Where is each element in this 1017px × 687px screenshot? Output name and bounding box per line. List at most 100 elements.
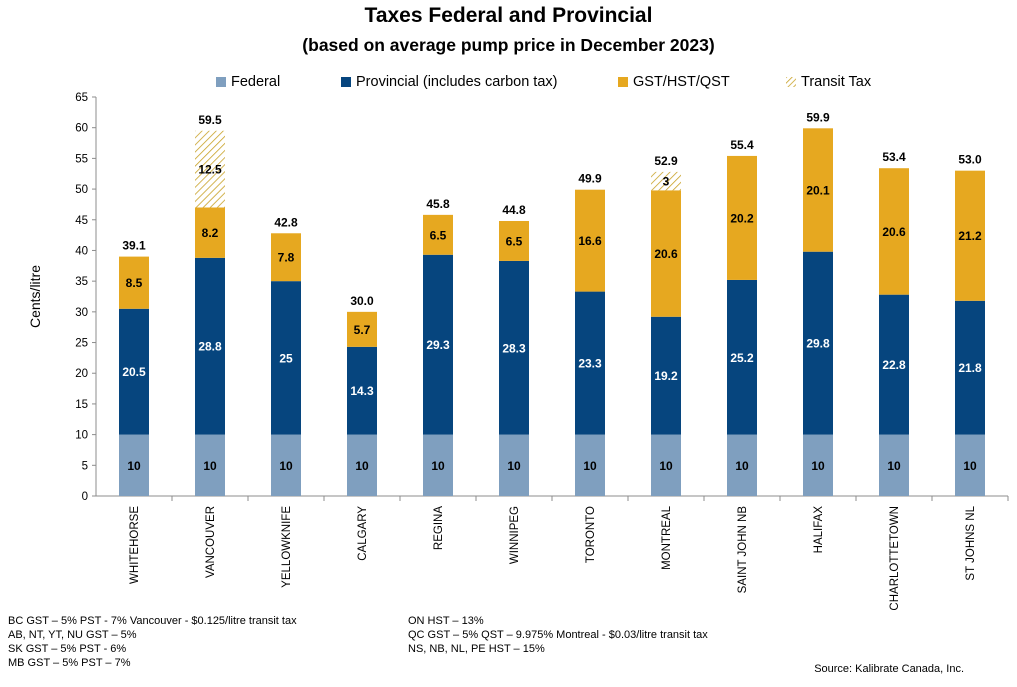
bar-segment-federal (651, 434, 681, 496)
bar-segment-provincial (955, 300, 985, 435)
note-line: ON HST – 13% (408, 615, 484, 627)
data-label: 23.3 (578, 357, 602, 371)
note-line: AB, NT, YT, NU GST – 5% (8, 629, 137, 641)
legend-item-federal: Federal (216, 74, 280, 90)
notes-right: ON HST – 13% QC GST – 5% QST – 9.975% Mo… (408, 614, 708, 656)
data-label: 20.1 (806, 183, 830, 197)
y-tick-label: 55 (75, 153, 88, 165)
x-tick-label: ST JOHNS NL (965, 505, 977, 580)
bar-segment-federal (119, 434, 149, 496)
bar-segment-provincial (575, 291, 605, 435)
bar-segment-gst (575, 189, 605, 292)
bar-segment-transit (195, 130, 225, 208)
y-tick-label: 35 (75, 276, 88, 288)
bar-segment-federal (423, 434, 453, 496)
total-label: 52.9 (654, 154, 678, 168)
bar-segment-provincial (727, 279, 757, 435)
bar-segment-federal (195, 434, 225, 496)
data-label: 8.5 (126, 276, 143, 290)
x-tick-label: HALIFAX (813, 506, 825, 554)
data-label: 16.6 (578, 234, 602, 248)
data-label: 10 (583, 459, 597, 473)
bar-segment-provincial (879, 294, 909, 435)
bar-segment-gst (271, 233, 301, 282)
data-label: 10 (811, 459, 825, 473)
y-tick-label: 60 (75, 123, 88, 135)
data-label: 10 (431, 459, 445, 473)
bar-segment-federal (499, 434, 529, 496)
bar-segment-provincial (499, 260, 529, 435)
y-tick-label: 45 (75, 215, 88, 227)
data-label: 29.3 (426, 338, 450, 352)
total-label: 45.8 (426, 197, 450, 211)
bar-segment-gst (347, 311, 377, 347)
y-tick-label: 30 (75, 307, 88, 319)
data-label: 28.8 (198, 340, 222, 354)
total-label: 59.5 (198, 113, 222, 127)
x-tick-label: WHITEHORSE (129, 506, 141, 584)
data-label: 22.8 (882, 358, 906, 372)
bar-segment-provincial (347, 346, 377, 435)
data-label: 20.6 (654, 247, 678, 261)
bar-segment-federal (803, 434, 833, 496)
data-label: 10 (887, 459, 901, 473)
bar-segment-federal (347, 434, 377, 496)
x-tick-label: VANCOUVER (205, 506, 217, 578)
total-label: 53.0 (958, 153, 982, 167)
chart-subtitle: (based on average pump price in December… (302, 35, 715, 55)
legend-swatch-federal (216, 77, 226, 87)
data-label: 20.5 (122, 365, 146, 379)
bar-segment-gst (955, 170, 985, 301)
y-axis-label: Cents/litre (27, 265, 43, 328)
legend-label-gst: GST/HST/QST (633, 74, 730, 90)
data-label: 25 (279, 351, 293, 365)
note-line: QC GST – 5% QST – 9.975% Montreal - $0.0… (408, 629, 708, 641)
legend-item-gst: GST/HST/QST (618, 74, 730, 90)
data-label: 10 (507, 459, 521, 473)
bar-segment-gst (879, 168, 909, 295)
bar-segment-gst (119, 256, 149, 309)
total-label: 44.8 (502, 203, 526, 217)
bar-segment-provincial (803, 251, 833, 435)
bar-segment-gst (499, 220, 529, 261)
chart-title: Taxes Federal and Provincial (364, 4, 653, 27)
y-tick-label: 25 (75, 338, 88, 350)
data-label: 7.8 (278, 251, 295, 265)
data-label: 28.3 (502, 341, 526, 355)
data-label: 6.5 (506, 234, 523, 248)
data-label: 21.8 (958, 361, 982, 375)
bar-segment-provincial (271, 281, 301, 435)
legend-swatch-transit (786, 77, 796, 87)
total-label: 53.4 (882, 150, 906, 164)
bar-segment-federal (879, 434, 909, 496)
y-tick-label: 40 (75, 245, 88, 257)
bar-segment-gst (727, 155, 757, 280)
note-line: BC GST – 5% PST - 7% Vancouver - $0.125/… (8, 615, 297, 627)
data-label: 10 (127, 459, 141, 473)
legend-label-transit: Transit Tax (801, 74, 872, 90)
note-line: MB GST – 5% PST – 7% (8, 657, 131, 669)
legend-swatch-gst (618, 77, 628, 87)
source-note: Source: Kalibrate Canada, Inc. (814, 663, 964, 675)
legend-item-transit: Transit Tax (786, 74, 871, 90)
y-tick-label: 10 (75, 430, 88, 442)
data-label: 10 (279, 459, 293, 473)
x-tick-label: MONTREAL (661, 505, 673, 570)
data-label: 3 (663, 175, 670, 189)
data-label: 20.6 (882, 225, 906, 239)
bar-segment-provincial (423, 254, 453, 435)
data-label: 25.2 (730, 351, 754, 365)
legend-swatch-provincial (341, 77, 351, 87)
bar-segment-federal (271, 434, 301, 496)
total-label: 55.4 (730, 138, 754, 152)
bar-segment-provincial (651, 316, 681, 435)
bar-segment-federal (955, 434, 985, 496)
data-label: 10 (203, 459, 217, 473)
y-tick-label: 50 (75, 184, 88, 196)
y-tick-label: 5 (82, 460, 88, 472)
y-tick-label: 0 (82, 491, 88, 503)
legend-label-provincial: Provincial (includes carbon tax) (356, 74, 558, 90)
bar-segment-federal (727, 434, 757, 496)
data-label: 12.5 (198, 163, 222, 177)
